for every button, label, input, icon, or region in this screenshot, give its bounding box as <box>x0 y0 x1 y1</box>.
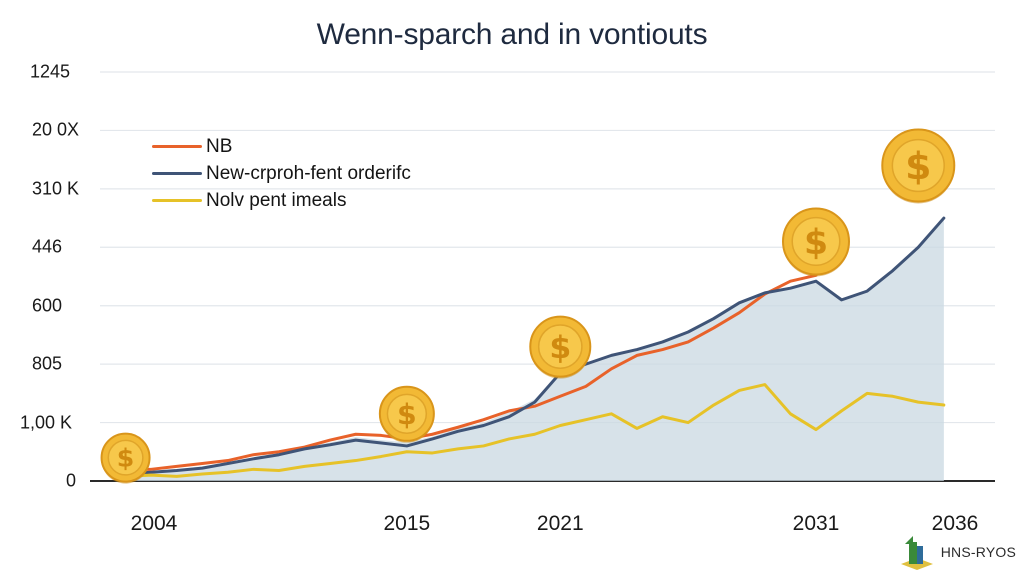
x-tick-label: 2031 <box>792 512 840 535</box>
coin-symbol: $ <box>397 398 417 431</box>
brand-watermark: HNS-RYOS <box>897 534 1016 570</box>
coin-inner <box>107 439 144 476</box>
area-fill <box>125 218 944 482</box>
y-tick-label: 600 <box>32 295 63 316</box>
y-tick-label: 20 0X <box>32 119 80 140</box>
legend-swatch-nolv-pent <box>152 199 202 202</box>
coin-inner <box>891 138 945 193</box>
y-tick-label: 446 <box>32 236 63 257</box>
coin-symbol: $ <box>117 444 135 473</box>
series-line-1 <box>124 216 946 476</box>
legend-swatch-new-crproh <box>152 172 202 175</box>
legend-item-nolv-pent: Nolv pent imeals <box>152 187 411 214</box>
series-line-0 <box>124 273 818 471</box>
x-tick-label: 2036 <box>931 512 979 535</box>
legend-swatch-nb <box>152 145 202 148</box>
brand-text: HNS-RYOS <box>940 544 1016 560</box>
coin-symbol: $ <box>905 144 931 188</box>
coin-inner <box>537 324 583 369</box>
coin-inner <box>386 393 428 434</box>
y-tick-label: 805 <box>32 353 63 374</box>
legend-label-nolv-pent: Nolv pent imeals <box>206 189 347 211</box>
coin-symbol: $ <box>549 330 571 366</box>
legend-item-new-crproh: New-crproh-fent orderifc <box>152 160 411 187</box>
coin-symbol: $ <box>804 223 828 263</box>
y-tick-label: 1245 <box>30 61 71 82</box>
legend: NB New-crproh-fent orderifc Nolv pent im… <box>152 133 411 214</box>
y-tick-label: 1,00 K <box>20 412 73 433</box>
series-line-2 <box>124 383 946 478</box>
x-tick-label: 2021 <box>536 512 584 535</box>
y-tick-label: 0 <box>66 470 77 491</box>
building-logo-icon <box>900 536 933 570</box>
chart-title: Wenn-sparch and in vontiouts <box>316 18 708 51</box>
x-tick-label: 2015 <box>383 512 431 535</box>
legend-label-new-crproh: New-crproh-fent orderifc <box>206 162 411 184</box>
y-tick-label: 310 K <box>32 178 80 199</box>
coin-inner <box>791 216 841 266</box>
legend-item-nb: NB <box>152 133 411 160</box>
legend-label-nb: NB <box>206 135 233 157</box>
x-tick-label: 2004 <box>130 512 178 535</box>
